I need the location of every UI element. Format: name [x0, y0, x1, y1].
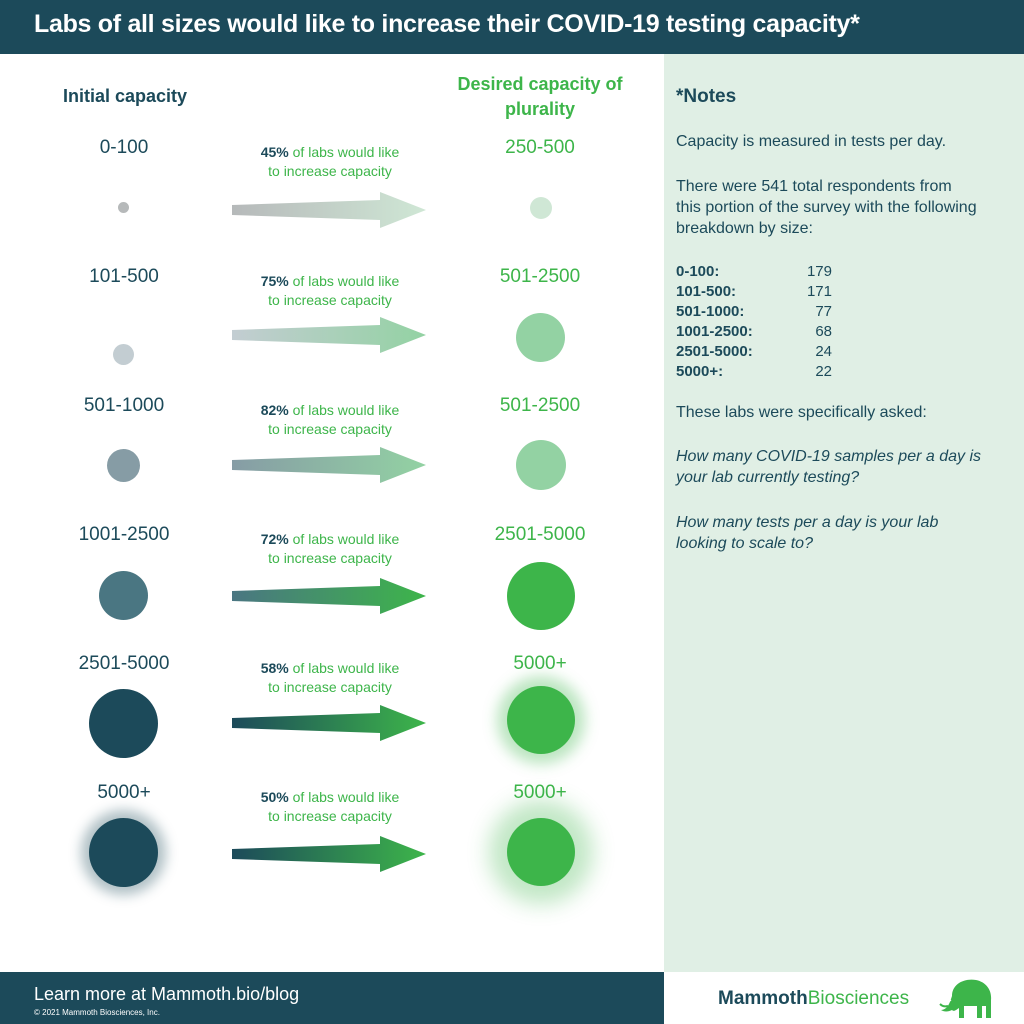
capacity-row: 2501-5000 58% of labs would like to incr… [0, 653, 664, 783]
percent-line2: to increase capacity [268, 679, 392, 695]
notes-title: *Notes [676, 86, 737, 107]
breakdown-count: 22 [815, 363, 832, 380]
initial-capacity-label: 0-100 [99, 137, 149, 158]
percent-text: 58% of labs would like to increase capac… [230, 659, 430, 697]
footer-bar [0, 972, 664, 1024]
initial-capacity-circle [107, 449, 140, 482]
desired-capacity-heading: Desired capacity of plurality [457, 74, 623, 119]
notes-question-2: How many tests per a day is your lab loo… [676, 514, 939, 552]
brand-bold: Mammoth [718, 988, 808, 1009]
percent-line1: of labs would like [292, 273, 400, 289]
desired-capacity-label: 5000+ [513, 653, 567, 674]
percent-text: 50% of labs would like to increase capac… [230, 788, 430, 826]
percent-line1: of labs would like [292, 531, 400, 547]
breakdown-row: 2501-5000: 24 [676, 343, 876, 363]
percent-line2: to increase capacity [268, 163, 392, 179]
breakdown-size: 0-100: [676, 263, 720, 280]
breakdown-count: 77 [815, 303, 832, 320]
arrow-icon [232, 447, 426, 483]
capacity-row: 5000+ 50% of labs would like to increase… [0, 782, 664, 912]
arrow-icon [232, 836, 426, 872]
capacity-row: 1001-2500 72% of labs would like to incr… [0, 524, 664, 654]
breakdown-row: 1001-2500: 68 [676, 323, 876, 343]
capacity-row: 101-500 75% of labs would like to increa… [0, 266, 664, 396]
breakdown-row: 101-500: 171 [676, 283, 876, 303]
notes-capacity-text: Capacity is measured in tests per day. [676, 133, 947, 150]
arrow-icon [232, 705, 426, 741]
initial-capacity-label: 101-500 [89, 266, 159, 287]
percent-line2: to increase capacity [268, 421, 392, 437]
notes-question-1: How many COVID-19 samples per a day is y… [676, 448, 981, 486]
desired-capacity-circle [507, 818, 575, 886]
breakdown-size: 5000+: [676, 363, 724, 380]
desired-capacity-label: 2501-5000 [494, 524, 586, 545]
desired-capacity-label: 250-500 [505, 137, 575, 158]
desired-capacity-circle [516, 440, 566, 490]
initial-capacity-circle [99, 571, 148, 620]
respondent-breakdown: 0-100: 179 101-500: 171 501-1000: 77 100… [676, 263, 876, 383]
initial-capacity-circle [118, 202, 129, 213]
percent-value: 45% [260, 144, 289, 160]
percent-text: 72% of labs would like to increase capac… [230, 530, 430, 568]
initial-capacity-label: 2501-5000 [78, 653, 170, 674]
percent-line2: to increase capacity [268, 292, 392, 308]
percent-line2: to increase capacity [268, 550, 392, 566]
percent-value: 50% [260, 789, 289, 805]
initial-capacity-circle [89, 818, 158, 887]
desired-capacity-label: 501-2500 [499, 266, 581, 287]
percent-text: 75% of labs would like to increase capac… [230, 272, 430, 310]
arrow-icon [232, 578, 426, 614]
desired-capacity-circle [516, 313, 565, 362]
mammoth-logo-icon [939, 979, 992, 1018]
capacity-row: 0-100 45% of labs would like to increase… [0, 137, 664, 267]
percent-text: 82% of labs would like to increase capac… [230, 401, 430, 439]
notes-panel [664, 54, 1024, 972]
capacity-row: 501-1000 82% of labs would like to incre… [0, 395, 664, 525]
brand-rest: Biosciences [807, 988, 910, 1009]
percent-value: 82% [260, 402, 289, 418]
breakdown-row: 5000+: 22 [676, 363, 876, 383]
arrow-icon [232, 192, 426, 228]
learn-more-link[interactable]: Learn more at Mammoth.bio/blog [34, 984, 300, 1004]
desired-capacity-label: 5000+ [513, 782, 567, 803]
percent-value: 58% [260, 660, 289, 676]
desired-capacity-circle [530, 197, 552, 219]
initial-capacity-circle [89, 689, 158, 758]
percent-line2: to increase capacity [268, 808, 392, 824]
desired-capacity-circle [507, 686, 575, 754]
breakdown-row: 501-1000: 77 [676, 303, 876, 323]
percent-line1: of labs would like [292, 402, 400, 418]
percent-line1: of labs would like [292, 660, 400, 676]
breakdown-count: 171 [806, 283, 832, 300]
notes-respondents-text: There were 541 total respondents from th… [676, 178, 977, 237]
initial-capacity-circle [113, 344, 134, 365]
initial-capacity-label: 1001-2500 [78, 524, 170, 545]
breakdown-row: 0-100: 179 [676, 263, 876, 283]
percent-line1: of labs would like [292, 789, 400, 805]
brand-wordmark: MammothBiosciences [718, 988, 909, 1010]
percent-text: 45% of labs would like to increase capac… [230, 143, 430, 181]
breakdown-size: 2501-5000: [676, 343, 753, 360]
percent-value: 72% [260, 531, 289, 547]
notes-asked-text: These labs were specifically asked: [676, 404, 927, 421]
breakdown-size: 1001-2500: [676, 323, 753, 340]
breakdown-count: 24 [815, 343, 832, 360]
breakdown-count: 68 [815, 323, 832, 340]
initial-capacity-label: 501-1000 [83, 395, 165, 416]
percent-line1: of labs would like [292, 144, 400, 160]
breakdown-count: 179 [806, 263, 832, 280]
percent-value: 75% [260, 273, 289, 289]
desired-capacity-circle [507, 562, 575, 630]
breakdown-size: 501-1000: [676, 303, 745, 320]
breakdown-size: 101-500: [676, 283, 737, 300]
initial-capacity-label: 5000+ [97, 782, 151, 803]
copyright-text: © 2021 Mammoth Biosciences, Inc. [34, 1008, 160, 1017]
page-title: Labs of all sizes would like to increase… [34, 10, 860, 38]
header-bar: Labs of all sizes would like to increase… [0, 0, 1024, 54]
initial-capacity-heading: Initial capacity [62, 86, 188, 106]
arrow-icon [232, 317, 426, 353]
desired-capacity-label: 501-2500 [499, 395, 581, 416]
